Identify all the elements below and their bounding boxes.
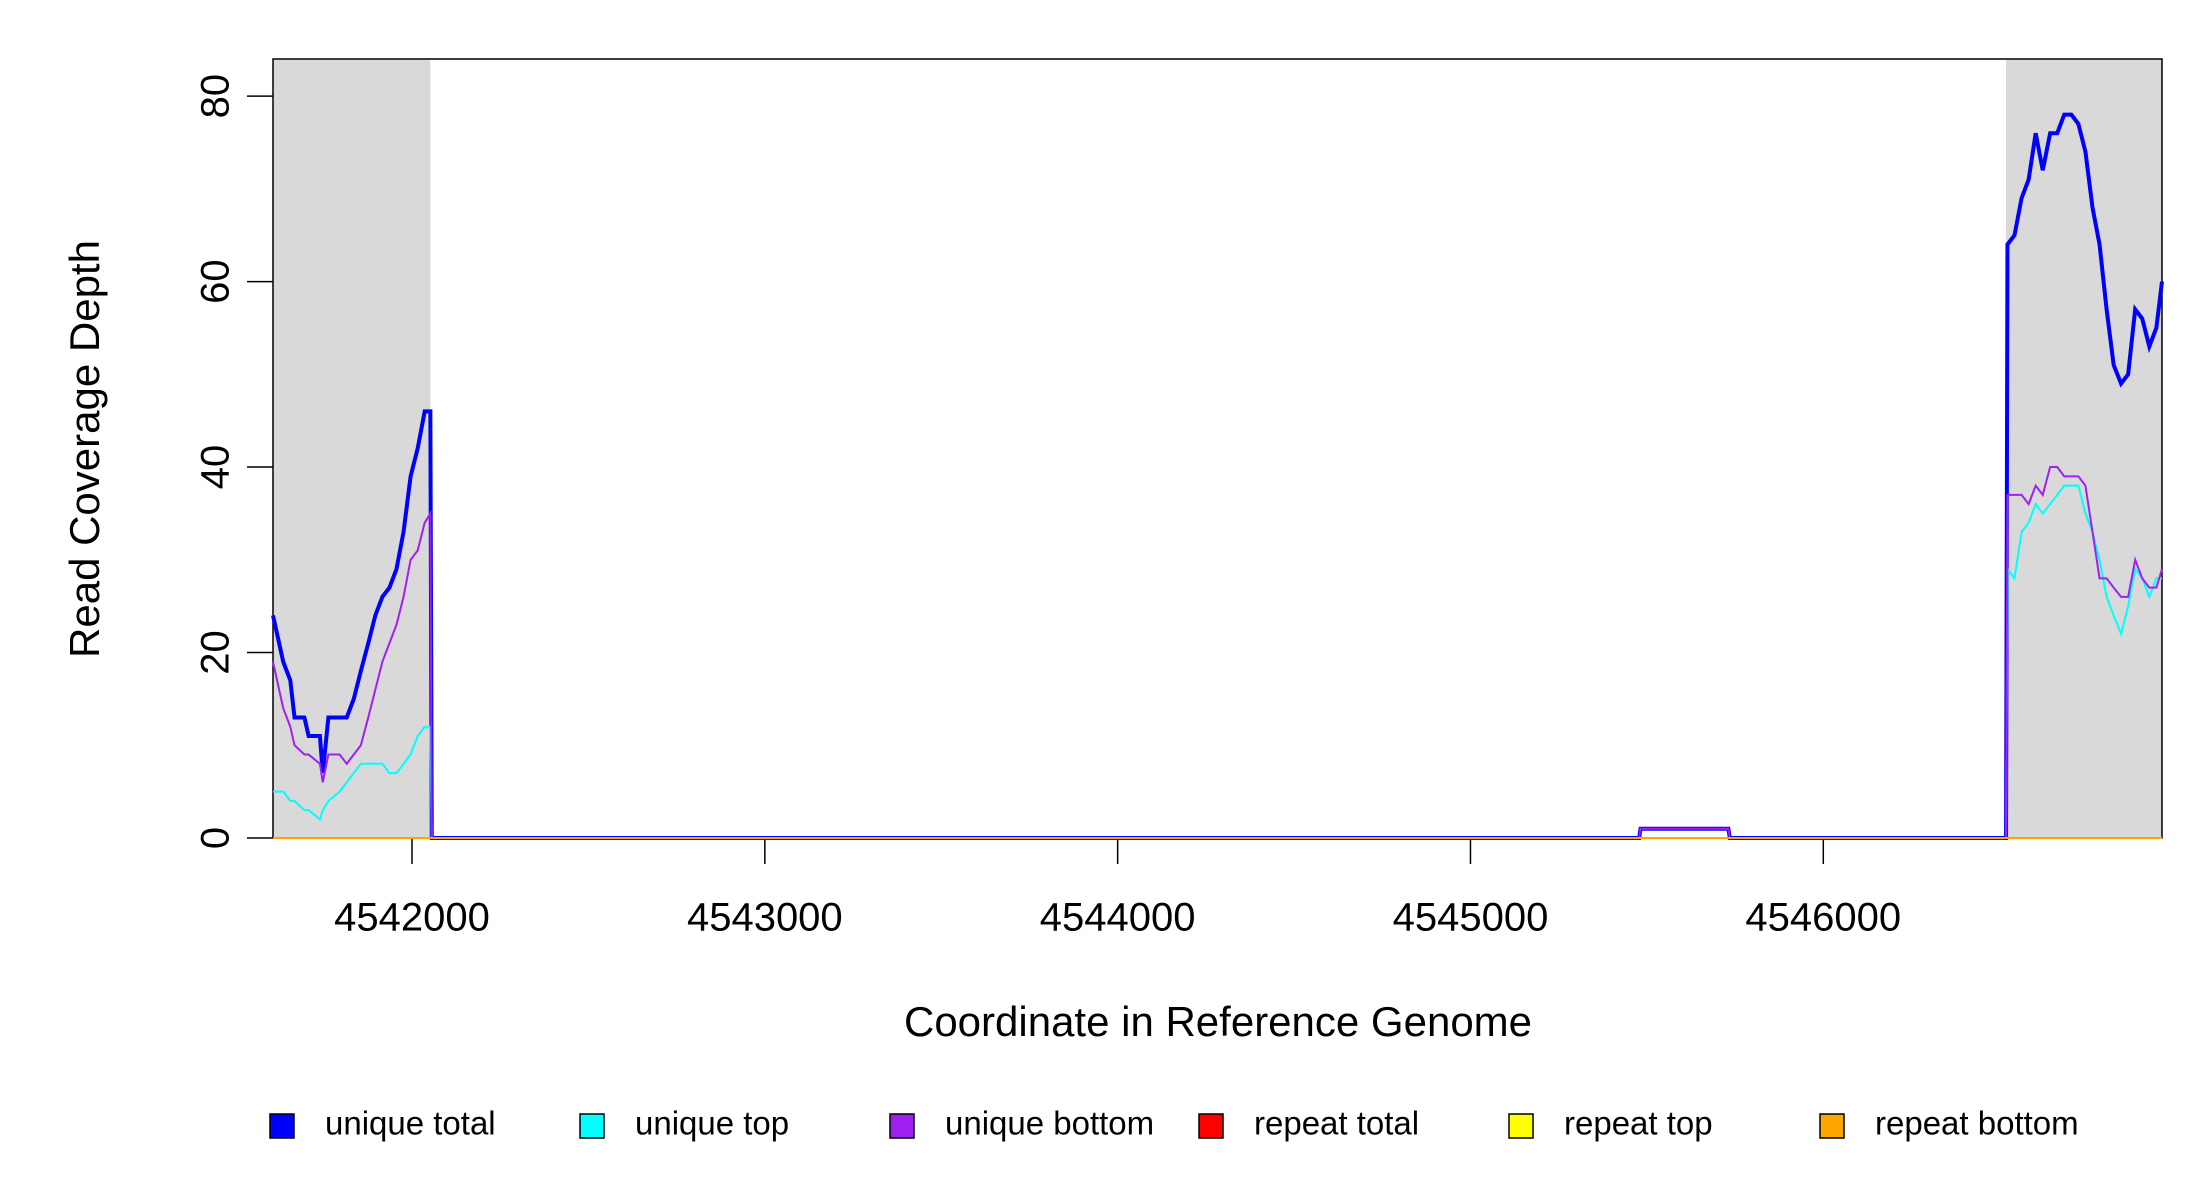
legend-swatch	[1198, 1113, 1224, 1139]
y-tick-label: 0	[194, 827, 238, 849]
legend-label: unique bottom	[945, 1105, 1154, 1142]
legend-swatch	[1819, 1113, 1845, 1139]
x-tick-label: 4542000	[334, 896, 490, 940]
legend-label: unique top	[635, 1105, 789, 1142]
legend-swatch	[579, 1113, 605, 1139]
legend-label: repeat top	[1564, 1105, 1713, 1142]
plot-frame	[272, 58, 2163, 839]
x-tick-label: 4545000	[1393, 896, 1549, 940]
x-axis-title: Coordinate in Reference Genome	[904, 998, 1532, 1045]
series-line	[271, 112, 2164, 840]
legend-label: repeat bottom	[1875, 1105, 2079, 1142]
series-line	[272, 466, 2163, 839]
series-line	[273, 484, 2162, 839]
y-tick-label: 80	[194, 74, 238, 119]
legend-swatch	[1508, 1113, 1534, 1139]
shaded-region	[2006, 59, 2162, 838]
shaded-region	[273, 59, 431, 838]
y-tick-label: 20	[194, 630, 238, 675]
legend-label: repeat total	[1254, 1105, 1419, 1142]
x-tick-label: 4546000	[1745, 896, 1901, 940]
x-tick-label: 4544000	[1040, 896, 1196, 940]
y-axis-title: Read Coverage Depth	[61, 240, 108, 658]
legend-swatch	[269, 1113, 295, 1139]
y-tick-label: 60	[194, 259, 238, 304]
x-tick-label: 4543000	[687, 896, 843, 940]
legend-label: unique total	[325, 1105, 496, 1142]
legend-swatch	[889, 1113, 915, 1139]
y-tick-label: 40	[194, 445, 238, 490]
